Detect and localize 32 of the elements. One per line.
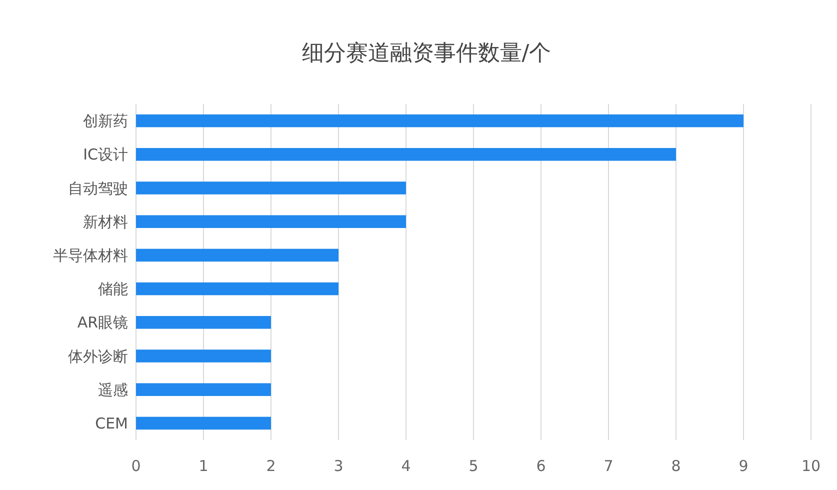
x-tick-label: 2 (266, 457, 276, 475)
x-tick-label: 6 (536, 457, 546, 475)
bar (136, 383, 271, 396)
x-tick-label: 3 (334, 457, 344, 475)
bar (136, 350, 271, 362)
x-tick-label: 4 (401, 457, 411, 475)
y-tick-label: 遥感 (98, 380, 128, 399)
bar (136, 316, 271, 329)
y-tick-label: IC设计 (83, 146, 128, 164)
bar (136, 215, 406, 228)
y-tick-label: 自动驾驶 (68, 179, 128, 198)
x-tick-label: 0 (131, 457, 141, 475)
bar (136, 248, 338, 262)
y-tick-label: CEM (95, 414, 128, 432)
x-tick-label: 5 (468, 457, 478, 475)
y-tick-label: 体外诊断 (68, 347, 128, 366)
x-tick-label: 10 (801, 457, 821, 475)
y-tick-label: 创新药 (83, 112, 128, 130)
y-tick-label: 半导体材料 (53, 246, 128, 264)
y-tick-label: 储能 (98, 280, 128, 298)
y-tick-label: 新材料 (83, 212, 128, 231)
bar (136, 148, 676, 161)
chart-title: 细分赛道融资事件数量/个 (302, 41, 552, 66)
bar (136, 416, 271, 430)
bar (136, 282, 338, 296)
bar (136, 114, 744, 128)
x-tick-label: 9 (738, 457, 748, 475)
x-tick-label: 7 (604, 457, 614, 475)
y-tick-label: AR眼镜 (77, 314, 128, 332)
x-tick-label: 8 (671, 457, 681, 475)
x-tick-label: 1 (198, 457, 208, 475)
bar (136, 182, 406, 194)
